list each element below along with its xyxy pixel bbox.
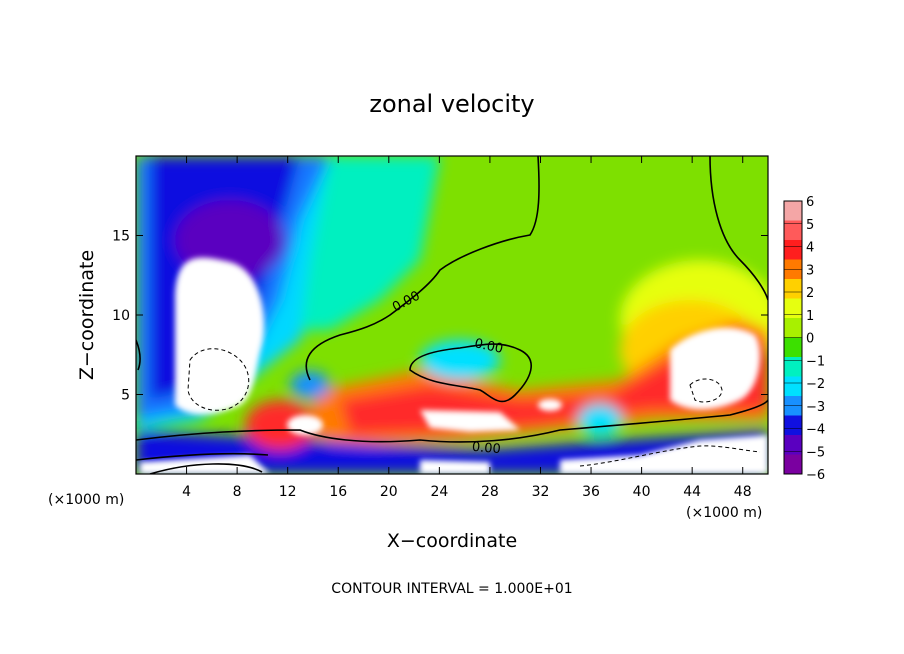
colorbar-segment [784,376,802,397]
colorbar-segment [784,337,802,358]
colorbar-segment [784,357,802,377]
x-tick-label: 16 [329,484,347,500]
colorbar-label: −2 [806,377,825,392]
x-tick-label: 40 [633,484,651,500]
x-tick-label: 36 [582,484,600,500]
colorbar-label: 5 [806,218,814,233]
colorbar-label: −4 [806,423,825,438]
colorbar-label: −6 [806,468,825,483]
colorbar-segment [784,279,802,299]
contour-interval-note: CONTOUR INTERVAL = 1.000E+01 [331,581,572,597]
x-tick-label: 20 [380,484,398,500]
y-axis-label: Z−coordinate [76,250,98,380]
x-tick-label: 4 [182,484,191,500]
colorbar-segment [784,298,802,319]
contour-label: 0.00 [473,336,504,357]
colorbar-label: 1 [806,309,814,324]
x-tick-label: 12 [279,484,297,500]
colorbar-segment [784,240,802,260]
colorbar-segment [784,220,802,241]
colorbar-segment [784,201,802,221]
contour-label: 0.00 [471,440,501,457]
x-tick-label: 32 [532,484,550,500]
x-tick-label: 8 [233,484,242,500]
colorbar-label: 6 [806,195,814,210]
colorbar-segment [784,435,802,455]
x-unit-right: (×1000 m) [686,505,762,521]
x-tick-label: 48 [734,484,752,500]
y-tick-label: 10 [112,308,130,324]
x-unit-left: (×1000 m) [48,492,124,508]
colorbar-label: −3 [806,400,825,415]
colorbar-label: 3 [806,263,814,278]
x-tick-label: 24 [430,484,448,500]
colorbar-label: −1 [806,354,825,369]
colorbar-label: −5 [806,445,825,460]
chart-title: zonal velocity [369,90,534,118]
colorbar-label: 0 [806,332,814,347]
colorbar-label: 2 [806,286,814,301]
colorbar-label: 4 [806,241,814,256]
x-axis-label: X−coordinate [387,530,517,552]
x-tick-label: 44 [683,484,701,500]
y-tick-label: 5 [121,388,130,404]
y-tick-label: 15 [112,229,130,245]
colorbar-segment [784,318,802,338]
x-tick-label: 28 [481,484,499,500]
heatmap-field [136,156,768,474]
colorbar-segment [784,415,802,436]
colorbar-segment [784,454,802,475]
